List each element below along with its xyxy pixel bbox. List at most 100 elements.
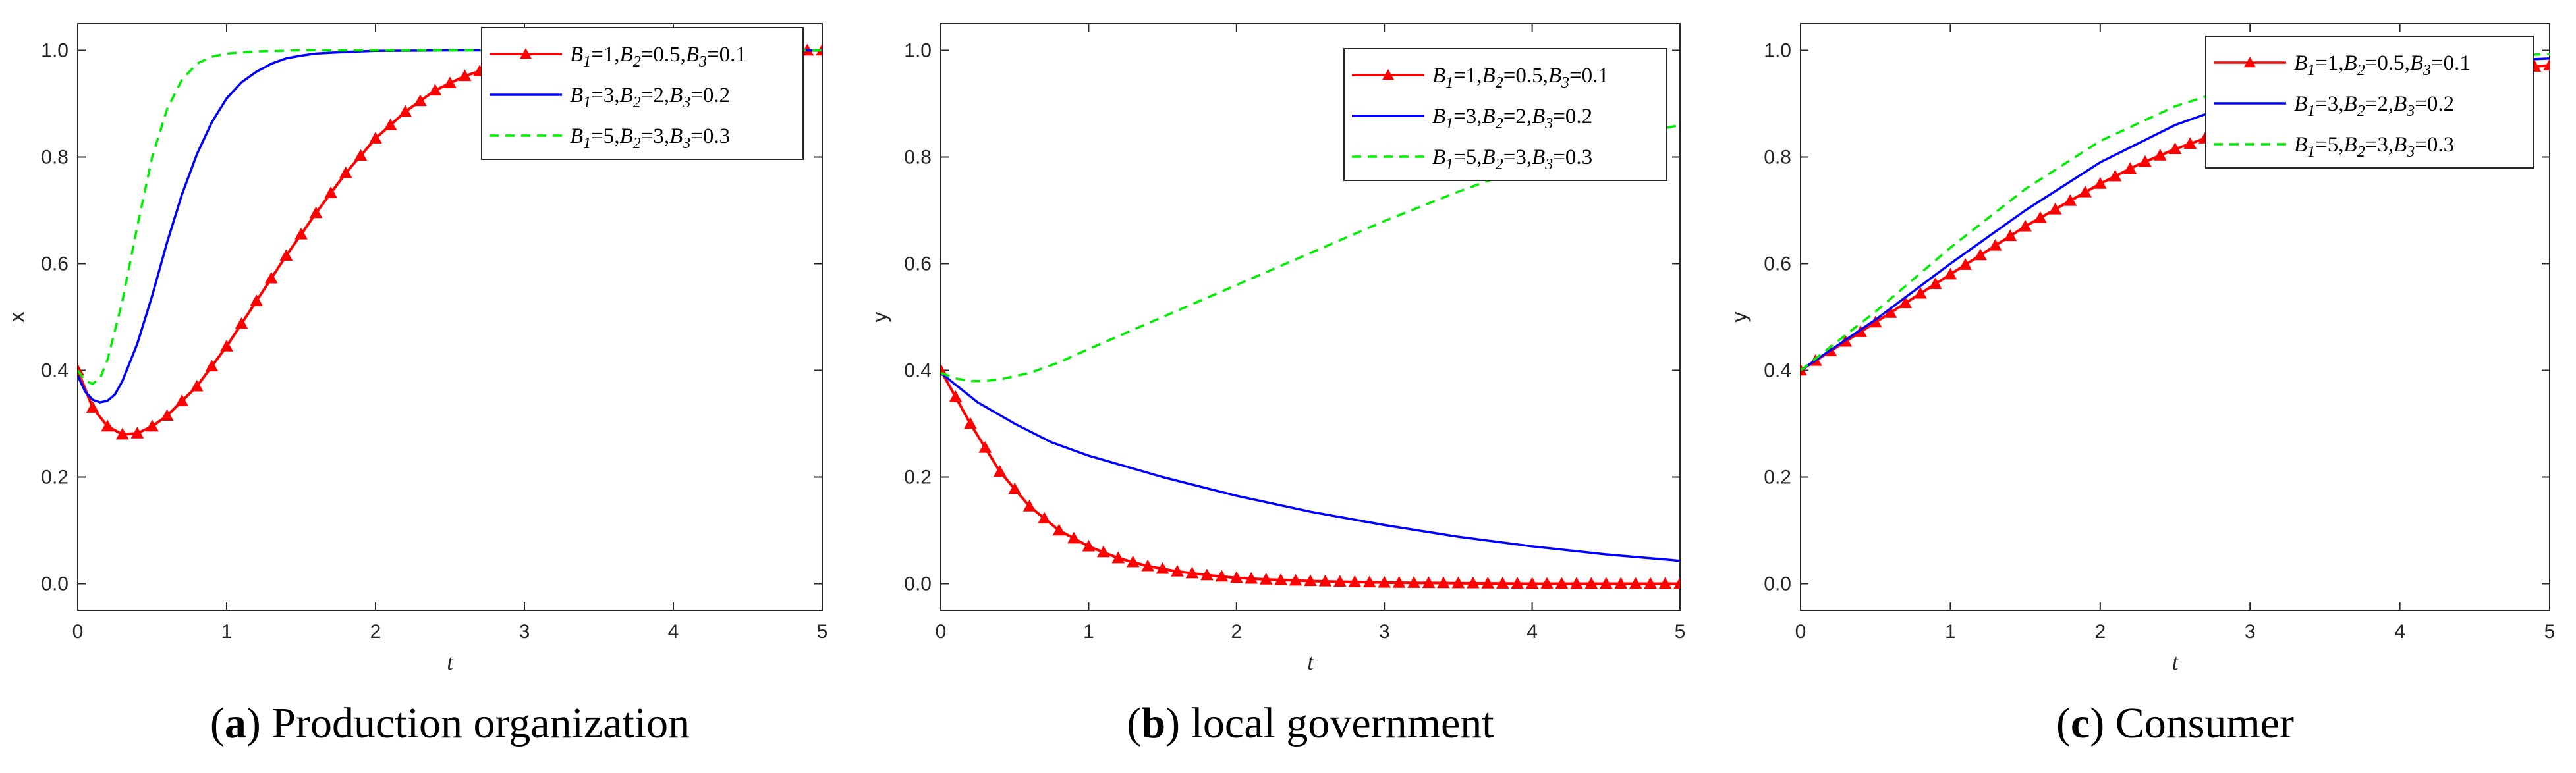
data-point [2019, 219, 2032, 232]
data-point [1082, 539, 1096, 552]
data-point [1974, 248, 1987, 261]
data-point [1200, 568, 1214, 581]
data-point [190, 379, 204, 392]
data-point [1451, 576, 1465, 589]
data-point [250, 294, 264, 306]
legend-symbol: B [570, 124, 583, 148]
data-point [1928, 277, 1942, 289]
y-tick-label: 0.0 [1764, 573, 1791, 595]
data-point [130, 427, 144, 439]
legend-subscript: 1 [583, 94, 591, 111]
chart-panel-c: 0 1 2 3 4 50.00.20.40.60.81.0tyB1=1,B2=0.5,B3… [1727, 23, 2556, 747]
y-tick-label: 0.4 [1764, 360, 1791, 382]
y-tick-label: 0.2 [41, 467, 69, 489]
x-tick-label: 2 [370, 621, 381, 643]
y-axis-label: y [1727, 312, 1751, 323]
legend-subscript: 1 [583, 135, 591, 152]
legend-subscript: 1 [1445, 74, 1453, 92]
legend-subscript: 1 [2307, 103, 2315, 120]
data-point [309, 206, 323, 219]
caption-text: ) Consumer [2090, 699, 2294, 747]
x-tick-label: 4 [2394, 621, 2405, 643]
data-point [1052, 523, 1066, 536]
legend-subscript: 2 [633, 94, 641, 111]
data-point [2543, 59, 2550, 70]
legend-symbol: B [1482, 146, 1496, 169]
data-point [1229, 571, 1243, 583]
legend-symbol: B [620, 43, 633, 67]
legend-subscript: 1 [1445, 115, 1453, 132]
data-point [428, 84, 442, 95]
data-point [1959, 258, 1972, 270]
panel-caption: (c) Consumer [2056, 699, 2294, 747]
data-point [1481, 576, 1495, 589]
legend-value: =5, [1453, 146, 1482, 169]
legend-subscript: 3 [2406, 103, 2415, 120]
data-point [1289, 573, 1302, 586]
legend-entry-2: B1=3,B2=2,B3=0.2 [570, 84, 730, 111]
data-point [1801, 363, 1807, 376]
data-point [86, 401, 99, 413]
legend-value: =3, [1453, 105, 1482, 128]
legend-value: =2, [1503, 105, 1532, 128]
data-point [1422, 576, 1436, 589]
x-tick-label: 5 [2544, 621, 2556, 643]
data-point [1141, 559, 1155, 572]
legend-symbol: B [2344, 92, 2357, 116]
y-tick-label: 0.6 [41, 253, 69, 275]
caption-paren-open: ( [2056, 699, 2071, 747]
legend-symbol: B [2344, 51, 2357, 75]
legend-subscript: 3 [682, 135, 690, 152]
x-tick-label: 0 [72, 621, 84, 643]
legend-subscript: 2 [2357, 103, 2365, 120]
legend-value: =3, [1503, 146, 1532, 169]
data-point [1599, 577, 1613, 589]
data-point [339, 166, 352, 178]
legend-symbol: B [2294, 51, 2307, 75]
data-point [1511, 577, 1525, 589]
legend-subscript: 2 [2357, 144, 2365, 161]
legend-value: =2, [641, 84, 669, 107]
legend-marker [2244, 57, 2256, 68]
legend-entry-2: B1=3,B2=2,B3=0.2 [2294, 92, 2454, 120]
caption-paren-open: ( [210, 699, 225, 747]
legend-marker [1382, 69, 1394, 80]
legend-subscript: 3 [1544, 115, 1553, 132]
x-tick-label: 0 [1795, 621, 1806, 643]
data-point [2123, 162, 2137, 174]
data-point [2153, 149, 2167, 161]
data-point [1614, 577, 1628, 589]
legend-subscript: 3 [2422, 62, 2431, 79]
legend-box [481, 27, 804, 160]
data-point [1067, 531, 1080, 544]
legend-subscript: 3 [698, 53, 707, 70]
legend-symbol: B [2294, 92, 2307, 116]
legend-value: =0.5, [2365, 51, 2410, 75]
x-tick-label: 1 [1083, 621, 1094, 643]
data-point [146, 419, 159, 432]
caption-letter: a [225, 699, 246, 747]
panel-caption: (a) Production organization [210, 699, 690, 747]
legend-value: =5, [591, 124, 619, 148]
data-point [1392, 576, 1406, 588]
data-point [383, 118, 397, 130]
legend-subscript: 2 [633, 53, 641, 70]
x-tick-label: 2 [2094, 621, 2106, 643]
legend-value: =1, [2315, 51, 2343, 75]
data-point [2093, 176, 2107, 189]
data-point [2108, 169, 2122, 182]
legend-value: =5, [2315, 133, 2343, 157]
legend-symbol: B [2344, 133, 2357, 157]
data-point [2048, 202, 2062, 215]
x-tick-label: 3 [1379, 621, 1390, 643]
legend-symbol: B [2394, 133, 2407, 157]
data-point [1570, 577, 1583, 589]
legend-symbol: B [1532, 146, 1545, 169]
data-point [1407, 576, 1420, 588]
data-point [458, 69, 472, 82]
data-point [1988, 238, 2002, 251]
y-tick-label: 0.6 [904, 253, 932, 275]
legend-value: =0.1 [707, 43, 746, 67]
legend-marker [520, 48, 532, 59]
legend-subscript: 2 [1496, 115, 1503, 132]
